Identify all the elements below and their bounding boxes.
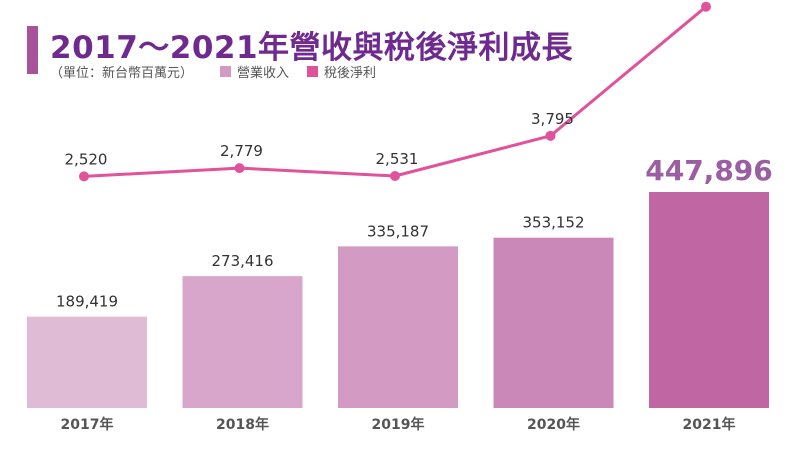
net-income-point-0 [79, 171, 89, 182]
net-income-value-label-0: 2,520 [65, 150, 108, 168]
title-accent-bar [27, 26, 38, 74]
x-tick-label-4: 2021年 [683, 416, 736, 433]
net-income-value-label-4: 7,855 [657, 0, 758, 1]
bar-4 [649, 192, 769, 408]
net-income-value-label-3: 3,795 [531, 110, 574, 128]
legend-label-net-income: 稅後淨利 [324, 66, 377, 81]
net-income-value-label-1: 2,779 [220, 142, 263, 160]
bar-3 [493, 237, 614, 408]
net-income-point-3 [545, 130, 556, 141]
x-tick-label-0: 2017年 [61, 416, 114, 433]
bar-0 [27, 316, 147, 408]
legend-swatch-net-income [307, 66, 319, 77]
x-tick-label-3: 2020年 [527, 416, 580, 433]
bar-2 [338, 246, 458, 408]
bar-value-label-0: 189,419 [56, 293, 118, 311]
legend-item-revenue: 營業收入 [220, 62, 289, 81]
net-income-point-1 [234, 163, 245, 174]
net-income-point-2 [390, 171, 400, 182]
chart-title: 2017～2021年營收與稅後淨利成長 [50, 30, 574, 66]
legend: 營業收入 稅後淨利 [220, 62, 394, 81]
legend-swatch-revenue [220, 66, 231, 77]
bar-value-label-4: 447,896 [645, 154, 773, 187]
bar-value-label-2: 335,187 [367, 222, 429, 240]
x-tick-label-2: 2019年 [372, 416, 425, 433]
x-tick-label-1: 2018年 [216, 416, 269, 433]
unit-note: （單位：新台幣百萬元） [50, 66, 194, 81]
legend-label-revenue: 營業收入 [237, 66, 290, 81]
net-income-point-4 [701, 1, 711, 12]
legend-item-net-income: 稅後淨利 [307, 62, 376, 81]
bar-value-label-3: 353,152 [522, 214, 584, 232]
bar-value-label-1: 273,416 [211, 252, 273, 270]
net-income-value-label-2: 2,531 [376, 150, 419, 168]
bar-1 [182, 276, 303, 408]
